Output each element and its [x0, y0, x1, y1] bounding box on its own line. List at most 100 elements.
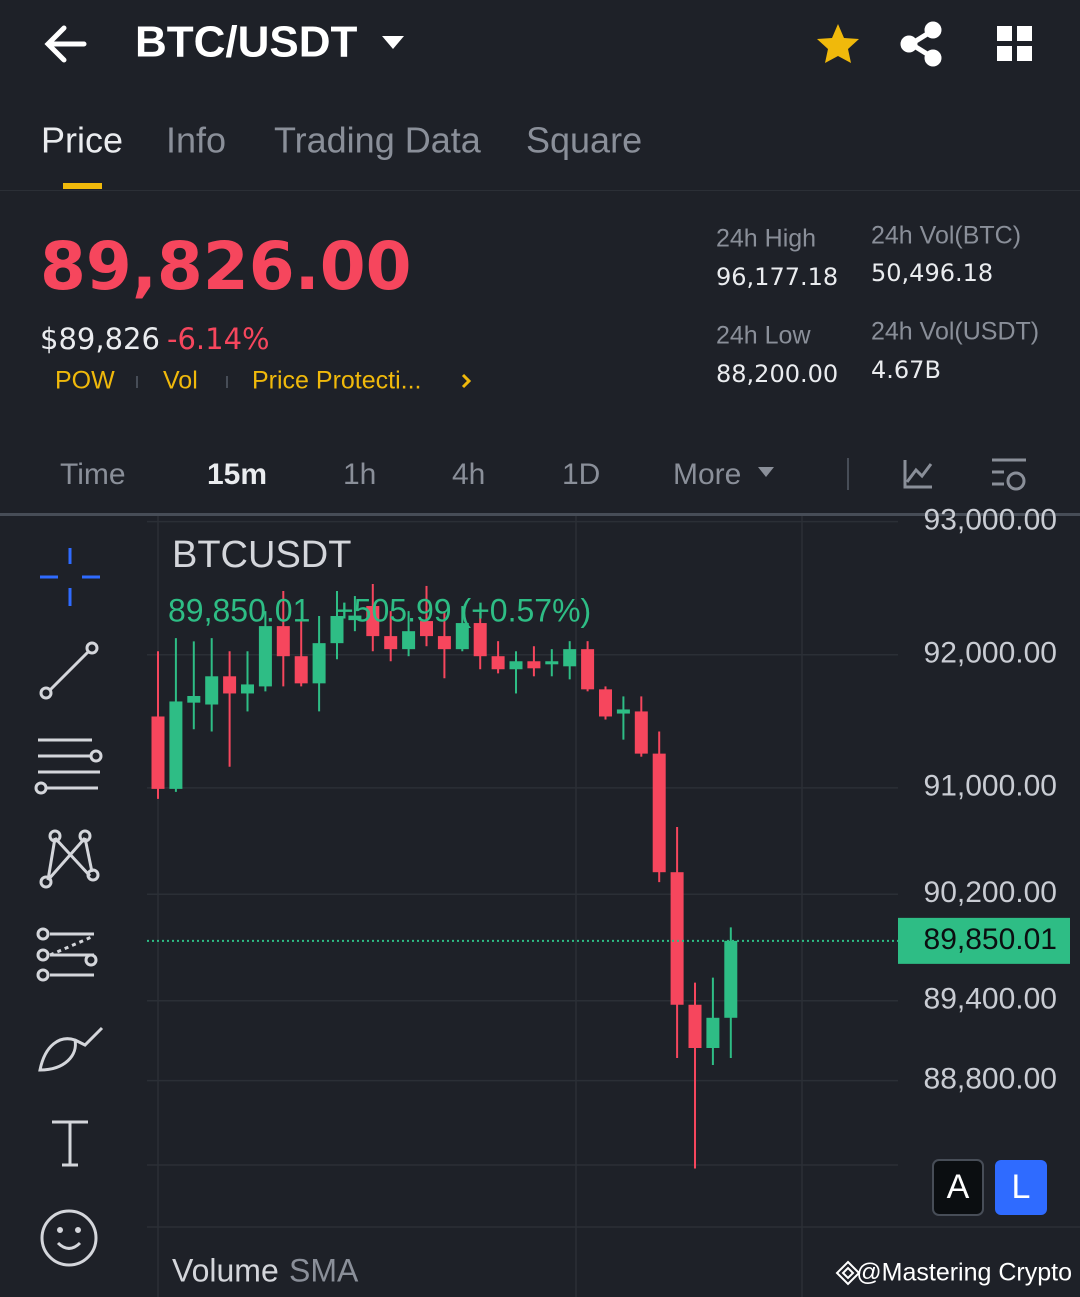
- more-caret[interactable]: [758, 467, 774, 477]
- candle-body: [276, 626, 290, 657]
- tag[interactable]: Vol: [163, 367, 198, 395]
- share-button[interactable]: [900, 21, 942, 67]
- share-dot: [924, 21, 942, 39]
- candle-body: [563, 649, 577, 667]
- pair-dropdown[interactable]: [382, 36, 404, 49]
- grid-cell: [997, 46, 1012, 61]
- candle-body: [527, 661, 541, 669]
- divider: [0, 513, 1080, 516]
- candle-body: [652, 753, 666, 873]
- log-scale-label[interactable]: L: [1012, 1168, 1031, 1206]
- grid-menu[interactable]: [997, 26, 1032, 61]
- text-tool[interactable]: [52, 1120, 88, 1167]
- candle-body: [223, 676, 237, 694]
- tab-indicator: [63, 183, 102, 189]
- watermark: @Mastering Crypto: [856, 1259, 1072, 1287]
- brush-tool[interactable]: [38, 1026, 104, 1072]
- emoji-tool[interactable]: [40, 1209, 98, 1267]
- auto-scale-label[interactable]: A: [947, 1168, 970, 1206]
- candle-body: [241, 684, 254, 694]
- tag-separator: [226, 376, 228, 388]
- tab[interactable]: Info: [166, 120, 226, 161]
- divider: [0, 190, 1080, 191]
- candle-body: [634, 711, 648, 754]
- tab[interactable]: Square: [526, 120, 642, 161]
- candle-body: [706, 1017, 720, 1049]
- interval[interactable]: 1D: [562, 458, 600, 491]
- tab[interactable]: Price: [41, 120, 123, 161]
- last-price: 89,826.00: [40, 228, 412, 305]
- settings-icon[interactable]: [992, 458, 1026, 491]
- interval[interactable]: 4h: [452, 458, 485, 491]
- last-price-label: 89,850.01: [924, 923, 1057, 956]
- candle-body: [509, 661, 523, 670]
- candle-body: [366, 606, 380, 637]
- tag[interactable]: Price Protecti...: [252, 367, 422, 395]
- candle-body: [312, 643, 326, 684]
- indicator-icon[interactable]: [903, 460, 933, 489]
- candle-body: [402, 631, 416, 650]
- settings-lines: [992, 458, 1026, 486]
- interval[interactable]: Time: [60, 458, 126, 491]
- candle-body: [187, 695, 201, 703]
- volume-title: Volume: [172, 1252, 279, 1288]
- fibonacci-tool[interactable]: [36, 927, 98, 982]
- candle-body: [491, 656, 505, 670]
- favorite-star[interactable]: [817, 24, 859, 63]
- back-arrow: [44, 25, 87, 63]
- chart-title: BTCUSDT: [172, 534, 351, 576]
- grid-cell: [1017, 26, 1032, 41]
- stat-value: 50,496.18: [871, 259, 993, 287]
- candle-body: [581, 649, 595, 690]
- y-tick-label: 93,000.00: [924, 504, 1057, 537]
- tab[interactable]: Trading Data: [274, 120, 482, 161]
- back-button[interactable]: [44, 25, 87, 63]
- candle-body: [670, 872, 684, 1005]
- stat-value: 4.67B: [871, 356, 941, 384]
- chart-frame: [147, 516, 1080, 1297]
- horizontal-lines-tool[interactable]: [34, 738, 103, 795]
- crosshair-tool[interactable]: [40, 548, 100, 606]
- candle-body: [473, 623, 487, 657]
- plot-area: [147, 520, 898, 1169]
- y-tick-label: 88,800.00: [924, 1063, 1057, 1096]
- interval[interactable]: 1h: [343, 458, 376, 491]
- fiat-price: $89,826: [40, 322, 160, 356]
- stat-value: 96,177.18: [716, 263, 838, 291]
- legend-change: +505.99 (+0.57%): [335, 592, 591, 628]
- interval[interactable]: 15m: [207, 458, 267, 491]
- candle-body: [258, 626, 272, 687]
- stat-value: 88,200.00: [716, 360, 838, 388]
- settings-gear: [1006, 471, 1026, 491]
- interval[interactable]: More: [673, 458, 741, 491]
- y-tick-label: 89,400.00: [924, 983, 1057, 1016]
- candle-body: [688, 1004, 702, 1049]
- log-scale-button[interactable]: [995, 1160, 1047, 1215]
- share-dot: [900, 35, 918, 53]
- y-tick-label: 90,200.00: [924, 876, 1057, 909]
- chevron[interactable]: [461, 373, 472, 389]
- tag[interactable]: POW: [55, 367, 115, 395]
- stat-label: 24h Vol(USDT): [871, 318, 1039, 346]
- drawing-toolbar: [34, 548, 104, 1267]
- candle-body: [205, 676, 219, 705]
- pattern-tool[interactable]: [39, 829, 100, 889]
- last-price-tag: [898, 917, 1070, 964]
- auto-scale-button[interactable]: [932, 1159, 984, 1216]
- candle-body: [169, 701, 183, 789]
- candle-body: [330, 616, 344, 644]
- candle-body: [599, 689, 612, 717]
- candle-body: [616, 709, 630, 714]
- legend-close: 89,850.01: [168, 592, 310, 628]
- candle-body: [455, 623, 469, 650]
- candle-body: [384, 636, 398, 650]
- trendline-tool[interactable]: [39, 641, 99, 700]
- y-tick-label: 92,000.00: [924, 637, 1057, 670]
- pair-title[interactable]: BTC/USDT: [135, 18, 358, 67]
- y-tick-label: 91,000.00: [924, 770, 1057, 803]
- candle-body: [437, 636, 451, 650]
- stat-label: 24h High: [716, 225, 816, 253]
